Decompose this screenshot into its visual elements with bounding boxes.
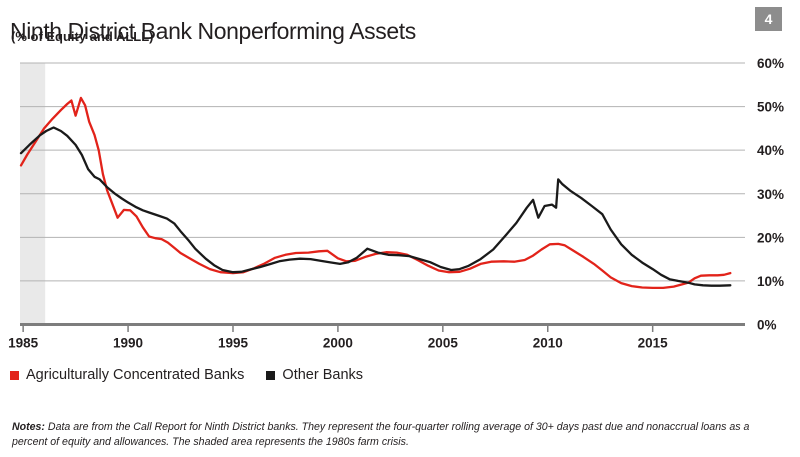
y-axis-label: 30% (757, 187, 784, 202)
legend-item-ag-banks: Agriculturally Concentrated Banks (10, 367, 244, 383)
y-axis-label: 50% (757, 100, 784, 115)
x-axis-label: 1985 (8, 336, 39, 351)
y-axis-label: 60% (757, 56, 784, 71)
x-axis-label: 2000 (323, 336, 353, 351)
legend-label-other-banks: Other Banks (282, 367, 364, 383)
legend-swatch-other-banks-icon (266, 370, 276, 380)
y-axis-label: 40% (757, 143, 784, 158)
legend-swatch-ag-banks-icon (10, 370, 19, 380)
page-title: Ninth District Bank Nonperforming Assets (10, 18, 416, 45)
series-line-ag-banks (19, 96, 732, 290)
x-axis-label: 1990 (113, 336, 143, 351)
legend-item-other-banks: Other Banks (266, 367, 363, 383)
x-axis-label: 1995 (218, 336, 249, 351)
series-line-other-banks (19, 126, 732, 287)
y-axis-label: 0% (757, 318, 777, 333)
chart-legend: Agriculturally Concentrated Banks Other … (10, 367, 363, 383)
chart-subtitle: (% of Equity and ALLL) (11, 29, 154, 44)
y-axis-label: 20% (757, 230, 784, 245)
y-axis-label: 10% (757, 274, 784, 289)
x-axis-label: 2005 (428, 336, 459, 351)
x-axis-label: 2015 (638, 336, 669, 351)
chart-notes: Notes: Data are from the Call Report for… (12, 420, 774, 450)
legend-label-ag-banks: Agriculturally Concentrated Banks (26, 367, 245, 383)
x-axis-label: 2010 (533, 336, 563, 351)
nonperforming-assets-chart: 1985 1990 1995 2000 2005 2010 2015 0% 10% 20% 30% 4… (8, 56, 784, 351)
notes-label: Notes: (12, 421, 45, 433)
notes-text: Data are from the Call Report for Ninth … (12, 421, 750, 449)
page-number-badge: 4 (755, 7, 782, 31)
